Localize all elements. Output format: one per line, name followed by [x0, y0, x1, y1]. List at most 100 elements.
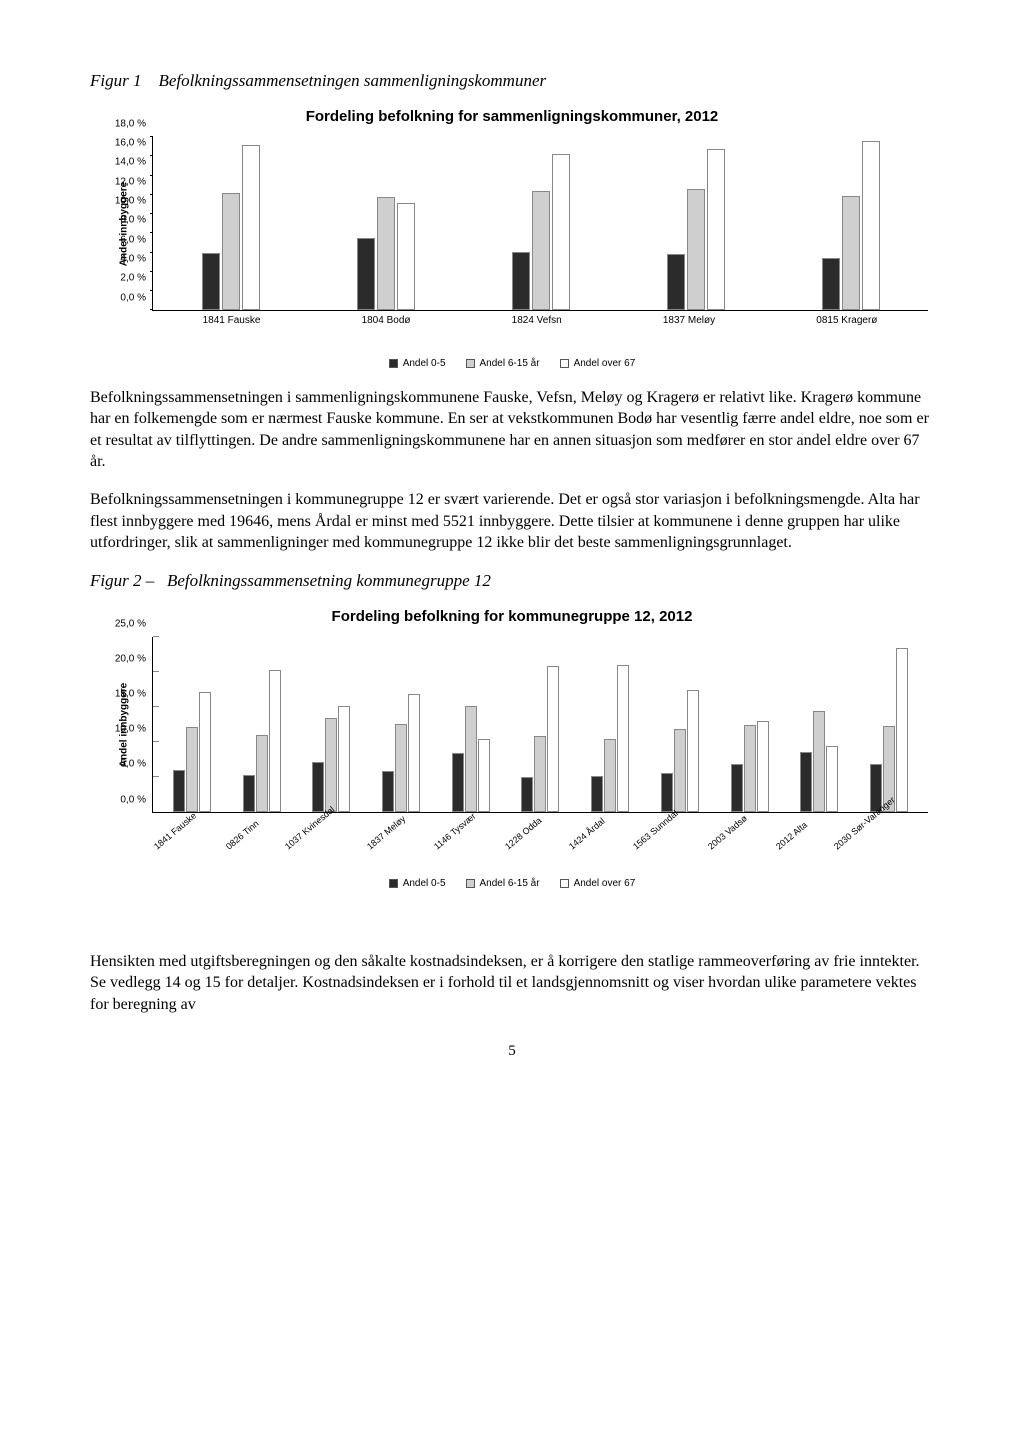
- xtick-label: 1837 Meløy: [663, 314, 715, 328]
- bar-group: [731, 637, 769, 812]
- bar: [617, 665, 629, 812]
- legend-label: Andel 6-15 år: [480, 877, 540, 891]
- figure1-legend: Andel 0-5 Andel 6-15 år Andel over 67: [90, 357, 934, 371]
- bar: [325, 718, 337, 813]
- legend-item: Andel over 67: [560, 357, 636, 371]
- figure1-chart: Andel innbyggere 0,0 %2,0 %4,0 %6,0 %8,0…: [90, 137, 934, 347]
- paragraph-1: Befolkningssammensetningen i sammenligni…: [90, 387, 934, 473]
- ytick-label: 18,0 %: [115, 117, 146, 131]
- xtick-label: 2012 Alta: [773, 819, 835, 883]
- bar: [731, 764, 743, 812]
- paragraph-3: Hensikten med utgiftsberegningen og den …: [90, 951, 934, 1016]
- ytick-label: 10,0 %: [115, 722, 146, 736]
- figure1-plot: [152, 137, 928, 311]
- figure1-caption-label: Figur 1: [90, 71, 141, 90]
- ytick-label: 0,0 %: [120, 291, 146, 305]
- legend-item: Andel 6-15 år: [466, 357, 540, 371]
- figure2-bars: [153, 637, 928, 812]
- bar: [667, 254, 685, 310]
- figure2-xlabels: 1841 Fauske0826 Tinn1037 Kvinesdal1837 M…: [152, 815, 928, 867]
- figure2-plot: [152, 637, 928, 813]
- bar: [532, 191, 550, 310]
- figure2-caption: Figur 2 – Befolkningssammensetning kommu…: [90, 570, 934, 593]
- bar: [382, 771, 394, 812]
- ytick-label: 8,0 %: [120, 214, 146, 228]
- bar: [199, 692, 211, 812]
- ytick-label: 0,0 %: [120, 793, 146, 807]
- figure2-caption-label: Figur 2 –: [90, 571, 154, 590]
- bar: [269, 670, 281, 812]
- xtick-label: 1037 Kvinesdal: [283, 804, 364, 883]
- legend-swatch: [560, 359, 569, 368]
- bar-group: [357, 137, 415, 310]
- bar: [552, 154, 570, 311]
- figure1-chart-title: Fordeling befolkning for sammenligningsk…: [90, 107, 934, 127]
- bar: [813, 711, 825, 813]
- bar: [512, 252, 530, 311]
- ytick-label: 15,0 %: [115, 687, 146, 701]
- legend-item: Andel 0-5: [389, 357, 446, 371]
- bar: [243, 775, 255, 812]
- xtick-label: 1841 Fauske: [203, 314, 261, 328]
- legend-label: Andel 0-5: [403, 877, 446, 891]
- ytick-label: 14,0 %: [115, 156, 146, 170]
- bar: [862, 141, 880, 310]
- xtick-label: 1228 Odda: [502, 814, 570, 882]
- bar: [822, 258, 840, 310]
- bar: [744, 725, 756, 813]
- bar: [312, 762, 324, 812]
- paragraph-2: Befolkningssammensetningen i kommunegrup…: [90, 489, 934, 554]
- bar: [604, 739, 616, 813]
- ytick-label: 4,0 %: [120, 252, 146, 266]
- ytick-label: 6,0 %: [120, 233, 146, 247]
- bar-group: [591, 637, 629, 812]
- figure2-chart: Andel innbyggere 0,0 %5,0 %10,0 %15,0 %2…: [90, 637, 934, 867]
- bar: [800, 752, 812, 812]
- bar: [478, 739, 490, 813]
- ytick-label: 2,0 %: [120, 272, 146, 286]
- figure2-caption-text: Befolkningssammensetning kommunegruppe 1…: [167, 571, 491, 590]
- bar: [521, 777, 533, 812]
- bar-group: [870, 637, 908, 812]
- figure1-bars: [153, 137, 928, 310]
- ytick-label: 25,0 %: [115, 617, 146, 631]
- bar: [465, 706, 477, 812]
- xtick-label: 2003 Vadsø: [706, 812, 776, 883]
- figure2-chart-title: Fordeling befolkning for kommunegruppe 1…: [90, 607, 934, 627]
- legend-swatch: [466, 359, 475, 368]
- bar: [395, 724, 407, 812]
- ytick-label: 12,0 %: [115, 175, 146, 189]
- bar: [661, 773, 673, 812]
- bar-group: [173, 637, 211, 812]
- bar-group: [822, 137, 880, 310]
- bar-group: [312, 637, 350, 812]
- legend-item: Andel 6-15 år: [466, 877, 540, 891]
- xtick-label: 0826 Tinn: [223, 818, 287, 883]
- ytick-label: 20,0 %: [115, 652, 146, 666]
- bar: [547, 666, 559, 812]
- bar: [826, 746, 838, 813]
- bar: [256, 735, 268, 812]
- bar: [674, 729, 686, 812]
- legend-swatch: [560, 879, 569, 888]
- bar-group: [667, 137, 725, 310]
- bar: [222, 193, 240, 310]
- figure2-ylabel-box: Andel innbyggere: [82, 637, 106, 813]
- xtick-label: 1424 Årdal: [567, 815, 634, 883]
- bar: [707, 149, 725, 310]
- bar-group: [521, 637, 559, 812]
- figure1-yticks: 0,0 % 2,0 % 4,0 % 6,0 % 8,0 % 10,0 % 12,0 % 14,…: [108, 137, 150, 311]
- bar: [397, 203, 415, 311]
- legend-label: Andel over 67: [574, 357, 636, 371]
- bar: [452, 753, 464, 813]
- figure1-xlabels: 1841 Fauske1804 Bodø1824 Vefsn1837 Meløy…: [152, 314, 928, 328]
- legend-label: Andel 6-15 år: [480, 357, 540, 371]
- legend-label: Andel over 67: [574, 877, 636, 891]
- bar: [357, 238, 375, 310]
- ytick-label: 10,0 %: [115, 194, 146, 208]
- figure2-yticks: 0,0 %5,0 %10,0 %15,0 %20,0 %25,0 %: [108, 637, 150, 813]
- bar: [338, 706, 350, 812]
- bar: [896, 648, 908, 813]
- bar: [173, 770, 185, 812]
- figure1-caption: Figur 1 Befolkningssammensetningen samme…: [90, 70, 934, 93]
